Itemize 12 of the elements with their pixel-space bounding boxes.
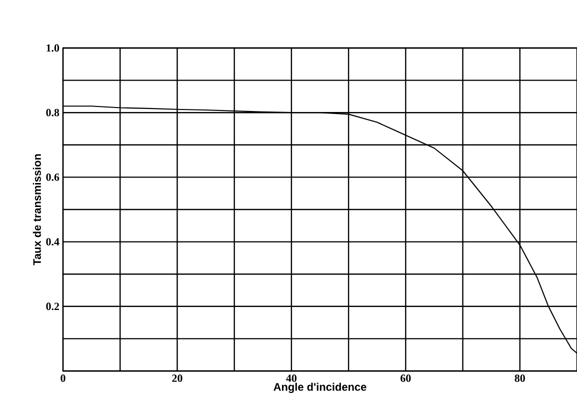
- y-tick-label: 0.2: [46, 302, 59, 310]
- y-tick-label: 0.6: [46, 173, 60, 181]
- x-tick-label: 80: [514, 374, 525, 382]
- x-axis-title: Angle d'incidence: [274, 382, 366, 394]
- y-tick-label: 0.8: [46, 108, 60, 116]
- x-tick-label: 0: [60, 374, 66, 382]
- y-tick-label: 0.4: [46, 238, 60, 246]
- x-tick-label: 60: [400, 374, 411, 382]
- y-tick-label: 1.0: [46, 44, 60, 52]
- y-axis-title: Taux de transmission: [32, 154, 41, 266]
- x-tick-label: 20: [172, 374, 182, 382]
- x-tick-label: 40: [286, 374, 297, 382]
